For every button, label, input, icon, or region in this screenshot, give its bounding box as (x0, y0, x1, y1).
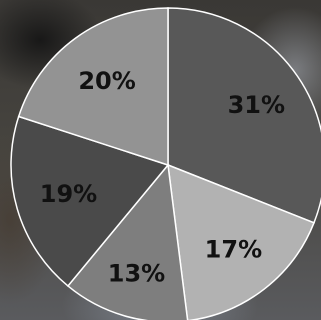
pie-slice-4 (10, 115, 170, 288)
pie-slice-2 (167, 163, 315, 320)
pie-slice-label-4: 19% (40, 180, 97, 208)
pie-labels: 31% 17% 13% 19% 20% (40, 67, 285, 287)
pie-slice-3 (66, 163, 189, 320)
pie-slice-label-5: 20% (78, 67, 135, 95)
pie-slice-label-3: 13% (108, 260, 165, 288)
pie-slice-label-1: 31% (228, 91, 285, 119)
pie-slices (10, 7, 321, 320)
pie-slice-5 (17, 7, 169, 167)
pie-slice-label-2: 17% (205, 235, 262, 263)
pie-slice-1 (167, 7, 321, 224)
